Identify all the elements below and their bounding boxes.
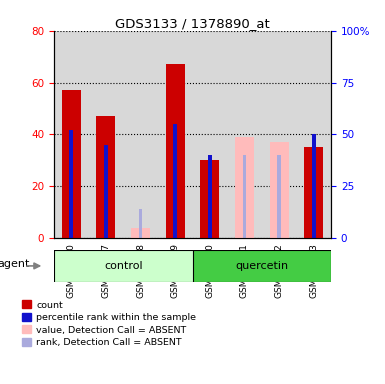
Bar [70,130,73,238]
Bar [62,90,81,238]
Bar [200,161,219,238]
Bar [304,147,323,238]
Text: quercetin: quercetin [235,261,288,271]
Bar [166,65,185,238]
Bar [174,124,177,238]
Bar [312,134,316,238]
Text: control: control [104,261,142,271]
Bar [89,31,123,238]
Bar [54,31,89,238]
Bar [208,155,212,238]
Bar [262,31,296,238]
Bar [243,155,246,238]
Bar [192,31,227,238]
Bar [227,31,262,238]
Text: agent: agent [0,259,30,269]
Bar [96,116,116,238]
Title: GDS3133 / 1378890_at: GDS3133 / 1378890_at [115,17,270,30]
Bar [235,137,254,238]
Bar [278,155,281,238]
Legend: count, percentile rank within the sample, value, Detection Call = ABSENT, rank, : count, percentile rank within the sample… [20,298,198,349]
Bar [158,31,192,238]
Bar [270,142,289,238]
Bar [296,31,331,238]
Bar [139,209,142,238]
Bar [192,250,331,282]
Bar [54,250,192,282]
Bar [104,145,108,238]
Bar [123,31,158,238]
Bar [131,228,150,238]
